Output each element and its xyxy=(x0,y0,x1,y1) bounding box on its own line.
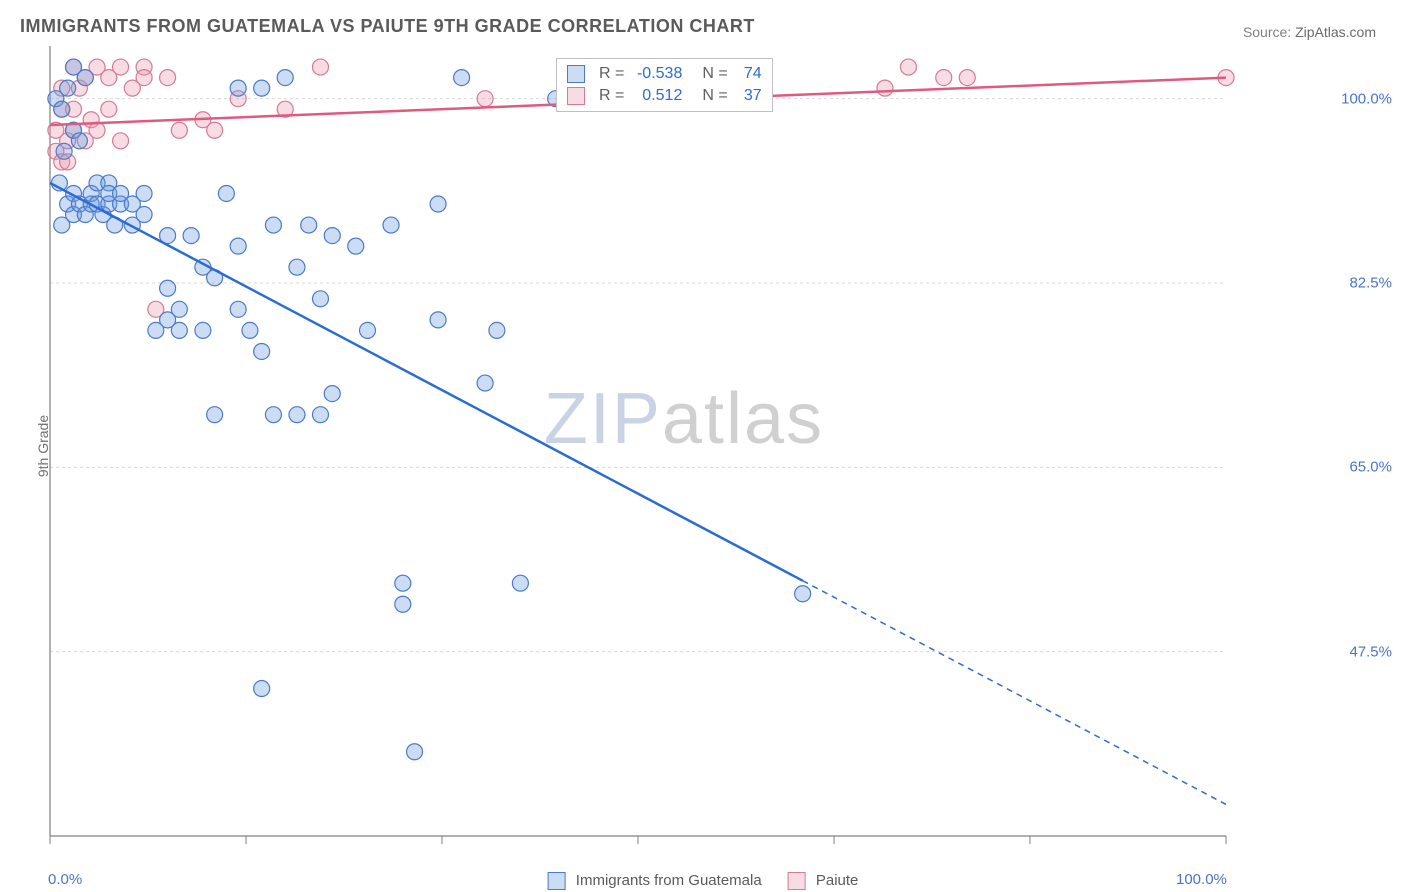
legend-label-b: Paiute xyxy=(816,872,859,889)
r-value-a: -0.538 xyxy=(632,63,682,85)
stats-row-b: R = 0.512 N = 37 xyxy=(567,85,762,107)
swatch-a-icon xyxy=(548,872,566,890)
correlation-chart xyxy=(0,0,1406,892)
stats-row-a: R = -0.538 N = 74 xyxy=(567,63,762,85)
legend-item-a: Immigrants from Guatemala xyxy=(548,872,762,890)
x-tick-label: 100.0% xyxy=(1176,871,1227,888)
y-tick-label: 82.5% xyxy=(1349,275,1392,292)
correlation-stats-box: R = -0.538 N = 74 R = 0.512 N = 37 xyxy=(556,58,773,112)
n-label: N = xyxy=(702,63,727,85)
x-axis-legend: Immigrants from Guatemala Paiute xyxy=(548,872,859,890)
n-label: N = xyxy=(702,85,727,107)
r-value-b: 0.512 xyxy=(632,85,682,107)
swatch-b-icon xyxy=(788,872,806,890)
swatch-b-icon xyxy=(567,87,585,105)
y-tick-label: 100.0% xyxy=(1341,90,1392,107)
swatch-a-icon xyxy=(567,65,585,83)
legend-label-a: Immigrants from Guatemala xyxy=(576,872,762,889)
legend-item-b: Paiute xyxy=(788,872,859,890)
n-value-b: 37 xyxy=(736,85,762,107)
r-label: R = xyxy=(599,85,624,107)
r-label: R = xyxy=(599,63,624,85)
x-tick-label: 0.0% xyxy=(48,871,82,888)
n-value-a: 74 xyxy=(736,63,762,85)
y-tick-label: 47.5% xyxy=(1349,643,1392,660)
y-tick-label: 65.0% xyxy=(1349,459,1392,476)
